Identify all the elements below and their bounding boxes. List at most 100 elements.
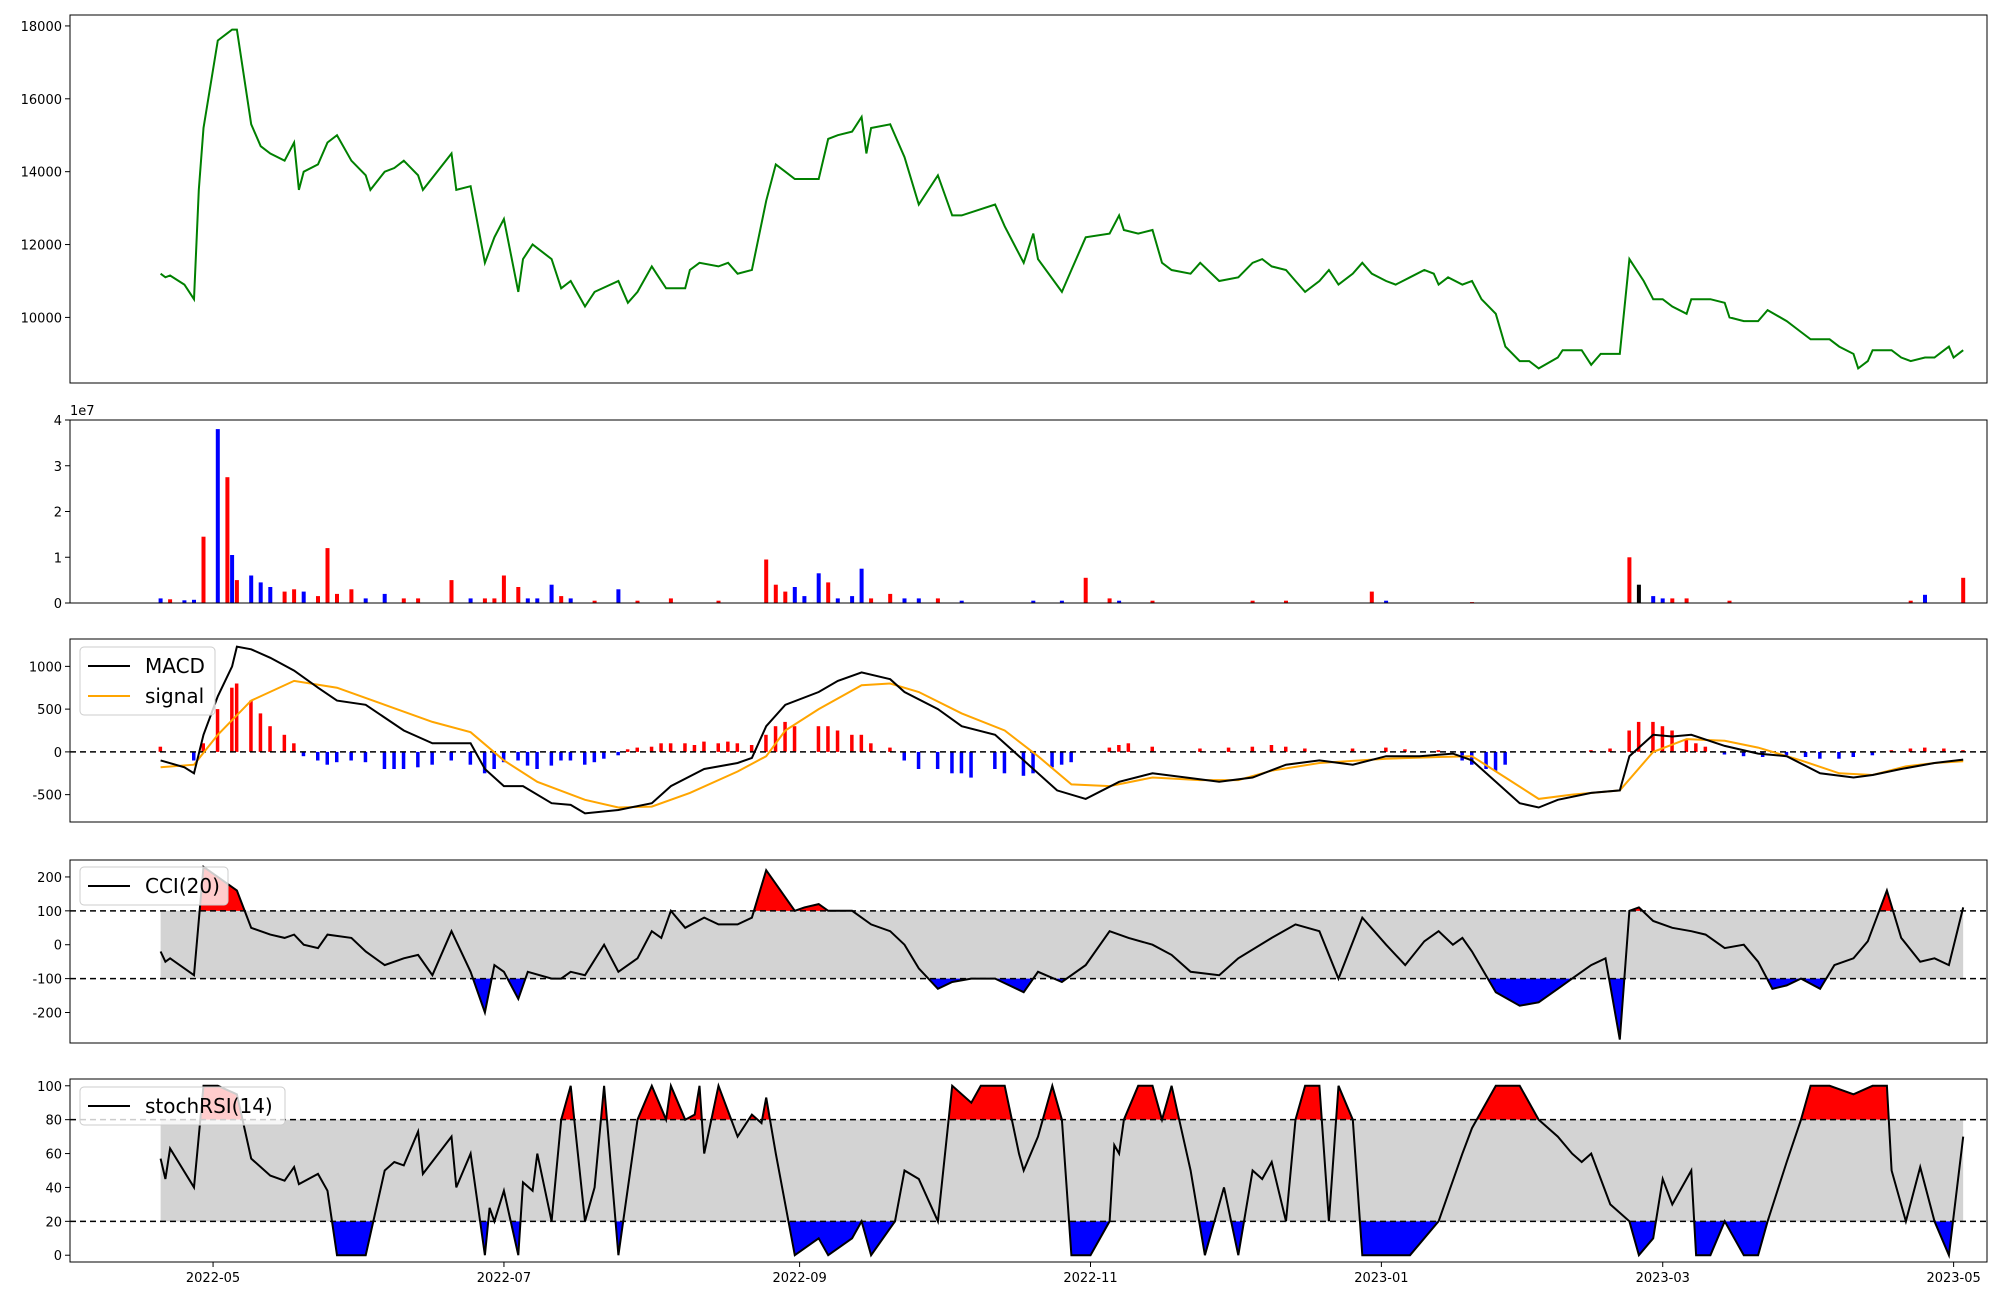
macd-histogram-bar — [1021, 751, 1026, 776]
macd-histogram-bar — [773, 726, 778, 752]
oversold-fill — [1694, 1221, 1725, 1256]
macd-histogram-bar — [325, 751, 329, 765]
macd-histogram-bar — [363, 751, 368, 763]
macd-histogram-bar — [301, 751, 306, 757]
macd-histogram-bar — [1484, 751, 1488, 769]
macd-histogram-bar — [468, 751, 473, 765]
macd-histogram-bar — [1837, 751, 1841, 759]
macd-histogram-bar — [1722, 751, 1727, 755]
macd-histogram-bar — [401, 751, 406, 769]
macd-histogram-bar — [215, 709, 220, 752]
stochrsi-plot-area — [70, 1082, 1987, 1260]
y-tick-label: 3 — [54, 460, 62, 475]
volume-bar — [335, 593, 339, 603]
macd-histogram-bar — [1923, 747, 1927, 752]
volume-bar — [501, 575, 506, 603]
macd-histogram-bar — [525, 751, 530, 766]
overbought-fill — [1295, 1085, 1322, 1120]
macd-histogram-bar — [1059, 751, 1064, 765]
macd-histogram-bar — [1818, 751, 1822, 759]
y-tick-label: 0 — [54, 597, 62, 612]
macd-histogram-bar — [993, 751, 997, 769]
volume-bar — [1384, 600, 1389, 603]
volume-bar — [1284, 600, 1288, 603]
macd-histogram-bar — [335, 751, 339, 763]
macd-histogram-bar — [268, 726, 272, 752]
oversold-fill — [1767, 978, 1802, 989]
y-tick-label: 100 — [37, 905, 62, 920]
macd-legend: MACD signal — [79, 646, 216, 716]
macd-histogram-bar — [258, 713, 263, 752]
volume-bar — [1923, 594, 1927, 603]
volume-axes-frame — [69, 419, 1988, 604]
macd-histogram-bar — [869, 743, 873, 752]
cci-panel: -200 -100 0 100 200 CCI(20) — [32, 859, 1988, 1044]
macd-histogram-bar — [935, 751, 940, 769]
y-tick-label: 10000 — [21, 311, 62, 326]
oversold-fill — [1359, 1221, 1439, 1256]
macd-histogram-bar — [516, 751, 520, 761]
macd-histogram-bar — [950, 751, 954, 774]
stochrsi-y-axis: 0 20 40 60 80 100 — [37, 1080, 70, 1264]
macd-histogram-bar — [1226, 747, 1231, 752]
macd-histogram-bar — [1403, 749, 1407, 752]
volume-bar — [826, 582, 831, 603]
volume-bar — [482, 598, 487, 603]
volume-bar — [1636, 584, 1641, 603]
macd-histogram-bar — [1703, 746, 1708, 752]
y-tick-label: 2 — [54, 506, 62, 521]
x-tick-label: 2023-03 — [1636, 1271, 1690, 1286]
cci-legend: CCI(20) — [79, 866, 229, 906]
volume-bar — [764, 559, 769, 603]
y-tick-label: 500 — [37, 703, 62, 718]
volume-bar — [492, 598, 497, 603]
macd-histogram-bar — [282, 734, 287, 752]
volume-bar — [1651, 596, 1656, 603]
oversold-fill — [1231, 1221, 1245, 1256]
macd-histogram-bar — [735, 743, 740, 752]
macd-histogram-bar — [201, 743, 205, 752]
macd-histogram-bar — [835, 730, 840, 752]
macd-histogram-bar — [482, 751, 487, 774]
macd-histogram-bar — [783, 721, 787, 752]
macd-histogram-bar — [683, 743, 687, 752]
price-panel: 10000 12000 14000 16000 18000 — [21, 14, 1988, 384]
neutral-band — [160, 910, 1964, 979]
macd-histogram-bar — [592, 751, 597, 763]
volume-bar — [1670, 598, 1675, 603]
oversold-fill — [507, 978, 526, 999]
signal-legend-label: signal — [145, 684, 204, 708]
volume-bar — [316, 596, 320, 603]
macd-histogram-bar — [583, 751, 587, 765]
stochrsi-panel: 0 20 40 60 80 100 stochRSI(14) — [37, 1078, 1988, 1264]
macd-histogram-bar — [1908, 748, 1913, 752]
macd-histogram-bar — [1031, 751, 1035, 774]
volume-bar — [258, 582, 263, 603]
macd-histogram-bar — [888, 747, 892, 752]
y-tick-label: 40 — [45, 1181, 62, 1196]
volume-bar — [535, 598, 540, 603]
volume-bar — [869, 598, 874, 603]
volume-bar — [1250, 600, 1255, 603]
y-tick-label: 12000 — [21, 239, 62, 254]
y-tick-label: -200 — [32, 1007, 62, 1022]
macd-histogram-bar — [249, 700, 253, 752]
neutral-band — [160, 1119, 1964, 1222]
macd-histogram-bar — [192, 751, 196, 761]
oversold-fill — [861, 1221, 895, 1256]
macd-histogram-bar — [602, 751, 606, 759]
macd-histogram-bar — [549, 751, 554, 766]
macd-histogram-bar — [692, 745, 697, 752]
oversold-fill — [1629, 1221, 1656, 1256]
volume-bar — [1059, 600, 1064, 603]
volume-bar — [234, 580, 239, 603]
y-tick-label: 14000 — [21, 166, 62, 181]
volume-bar — [363, 598, 368, 603]
y-tick-label: 4 — [54, 414, 62, 429]
macd-histogram-bar — [1889, 750, 1894, 752]
macd-histogram-bar — [349, 751, 353, 761]
volume-bar — [568, 598, 573, 603]
y-tick-label: 100 — [37, 1080, 62, 1095]
y-tick-label: 1000 — [29, 660, 62, 675]
macd-histogram-bar — [292, 743, 296, 752]
